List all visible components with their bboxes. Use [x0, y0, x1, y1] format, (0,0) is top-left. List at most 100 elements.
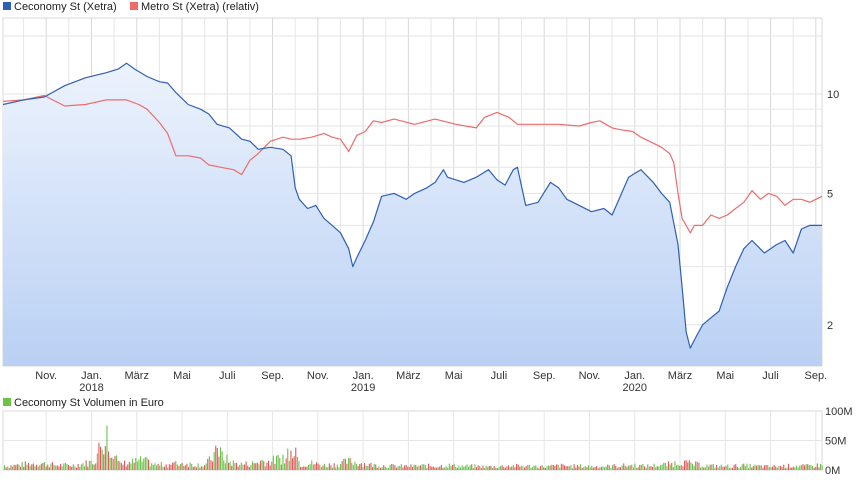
volume-bar — [159, 465, 161, 470]
volume-bar — [47, 464, 49, 470]
volume-bar — [61, 466, 63, 470]
volume-bar — [44, 462, 46, 470]
volume-bar — [458, 465, 460, 470]
volume-bar — [328, 463, 330, 470]
volume-bar — [775, 466, 777, 470]
legend-swatch-metro — [130, 2, 138, 10]
volume-bar — [29, 466, 31, 470]
volume-bar — [298, 461, 300, 470]
volume-bar — [216, 447, 218, 470]
volume-bar — [392, 464, 394, 470]
volume-bar — [74, 466, 76, 470]
volume-bar — [208, 456, 210, 470]
volume-bar — [583, 467, 585, 470]
volume-bar — [226, 454, 228, 470]
volume-bar — [805, 464, 807, 470]
volume-bar — [122, 464, 124, 470]
x-tick-label: März — [396, 370, 420, 382]
volume-bar — [28, 462, 30, 470]
legend-label-ceconomy: Ceconomy St (Xetra) — [14, 1, 117, 13]
volume-bar — [400, 464, 402, 470]
volume-bar — [380, 468, 382, 470]
volume-bar — [816, 463, 818, 470]
volume-bar — [322, 465, 324, 470]
volume-bar — [424, 465, 426, 470]
volume-bar — [450, 466, 452, 470]
volume-bar — [551, 464, 553, 470]
volume-bar — [255, 463, 257, 470]
volume-bar — [394, 465, 396, 470]
volume-bar — [789, 467, 791, 470]
volume-bar — [64, 463, 66, 470]
volume-bar — [346, 463, 348, 470]
volume-bar — [140, 456, 142, 470]
volume-bar — [354, 461, 356, 470]
volume-bar — [402, 467, 404, 470]
volume-bar — [269, 465, 271, 470]
x-tick-label: Mai — [716, 370, 734, 382]
volume-bar — [362, 467, 364, 470]
volume-bar — [572, 468, 574, 470]
x-tick-label: Sep. — [261, 370, 284, 382]
volume-bar — [160, 462, 162, 470]
volume-bar — [164, 466, 166, 470]
volume-bar — [794, 467, 796, 470]
volume-bar — [90, 460, 92, 470]
volume-bar — [586, 467, 588, 470]
volume-bar — [162, 466, 164, 470]
volume-bar — [312, 464, 314, 470]
volume-bar — [293, 456, 295, 470]
volume-bar — [391, 463, 393, 470]
volume-bar — [415, 464, 417, 470]
volume-bar — [252, 461, 254, 470]
volume-bar — [23, 466, 25, 470]
volume-bar — [452, 465, 454, 470]
volume-bar — [472, 468, 474, 470]
volume-bar — [703, 467, 705, 470]
volume-bar — [688, 460, 690, 470]
volume-bar — [677, 464, 679, 470]
volume-bar — [719, 466, 721, 470]
legend-swatch-volume — [3, 398, 11, 406]
volume-bar — [800, 465, 802, 470]
volume-bar — [343, 459, 345, 470]
volume-bar — [231, 465, 233, 470]
volume-bar — [176, 464, 178, 470]
volume-bar — [645, 467, 647, 470]
volume-bar — [476, 467, 478, 470]
volume-bar — [519, 466, 521, 470]
volume-bar — [381, 466, 383, 470]
volume-bar — [240, 462, 242, 470]
volume-bar — [613, 464, 615, 470]
volume-bar — [368, 463, 370, 470]
volume-bar — [141, 461, 143, 470]
volume-bar — [124, 460, 126, 470]
volume-bar — [559, 467, 561, 470]
volume-bar — [725, 465, 727, 470]
volume-bar — [277, 455, 279, 470]
volume-bar — [653, 463, 655, 470]
volume-bar — [287, 448, 289, 470]
volume-bar — [172, 462, 174, 470]
volume-bar — [79, 466, 81, 470]
volume-bar — [455, 467, 457, 470]
volume-bar — [640, 464, 642, 470]
volume-bar — [207, 458, 209, 470]
volume-bar — [45, 466, 47, 470]
volume-bar — [503, 467, 505, 470]
volume-bar — [749, 464, 751, 470]
volume-bar — [338, 467, 340, 470]
volume-bar — [496, 468, 498, 470]
volume-bar — [132, 458, 134, 470]
x-tick-label: Jan. — [81, 370, 102, 382]
volume-bar — [106, 425, 108, 470]
volume-bar — [431, 466, 433, 470]
volume-bar — [205, 463, 207, 470]
volume-bar — [303, 466, 305, 470]
volume-bar — [631, 464, 633, 470]
volume-bar — [573, 464, 575, 470]
volume-bar — [58, 466, 60, 470]
series-line-0 — [2, 62, 822, 349]
volume-bar — [335, 467, 337, 470]
volume-bar — [274, 463, 276, 470]
